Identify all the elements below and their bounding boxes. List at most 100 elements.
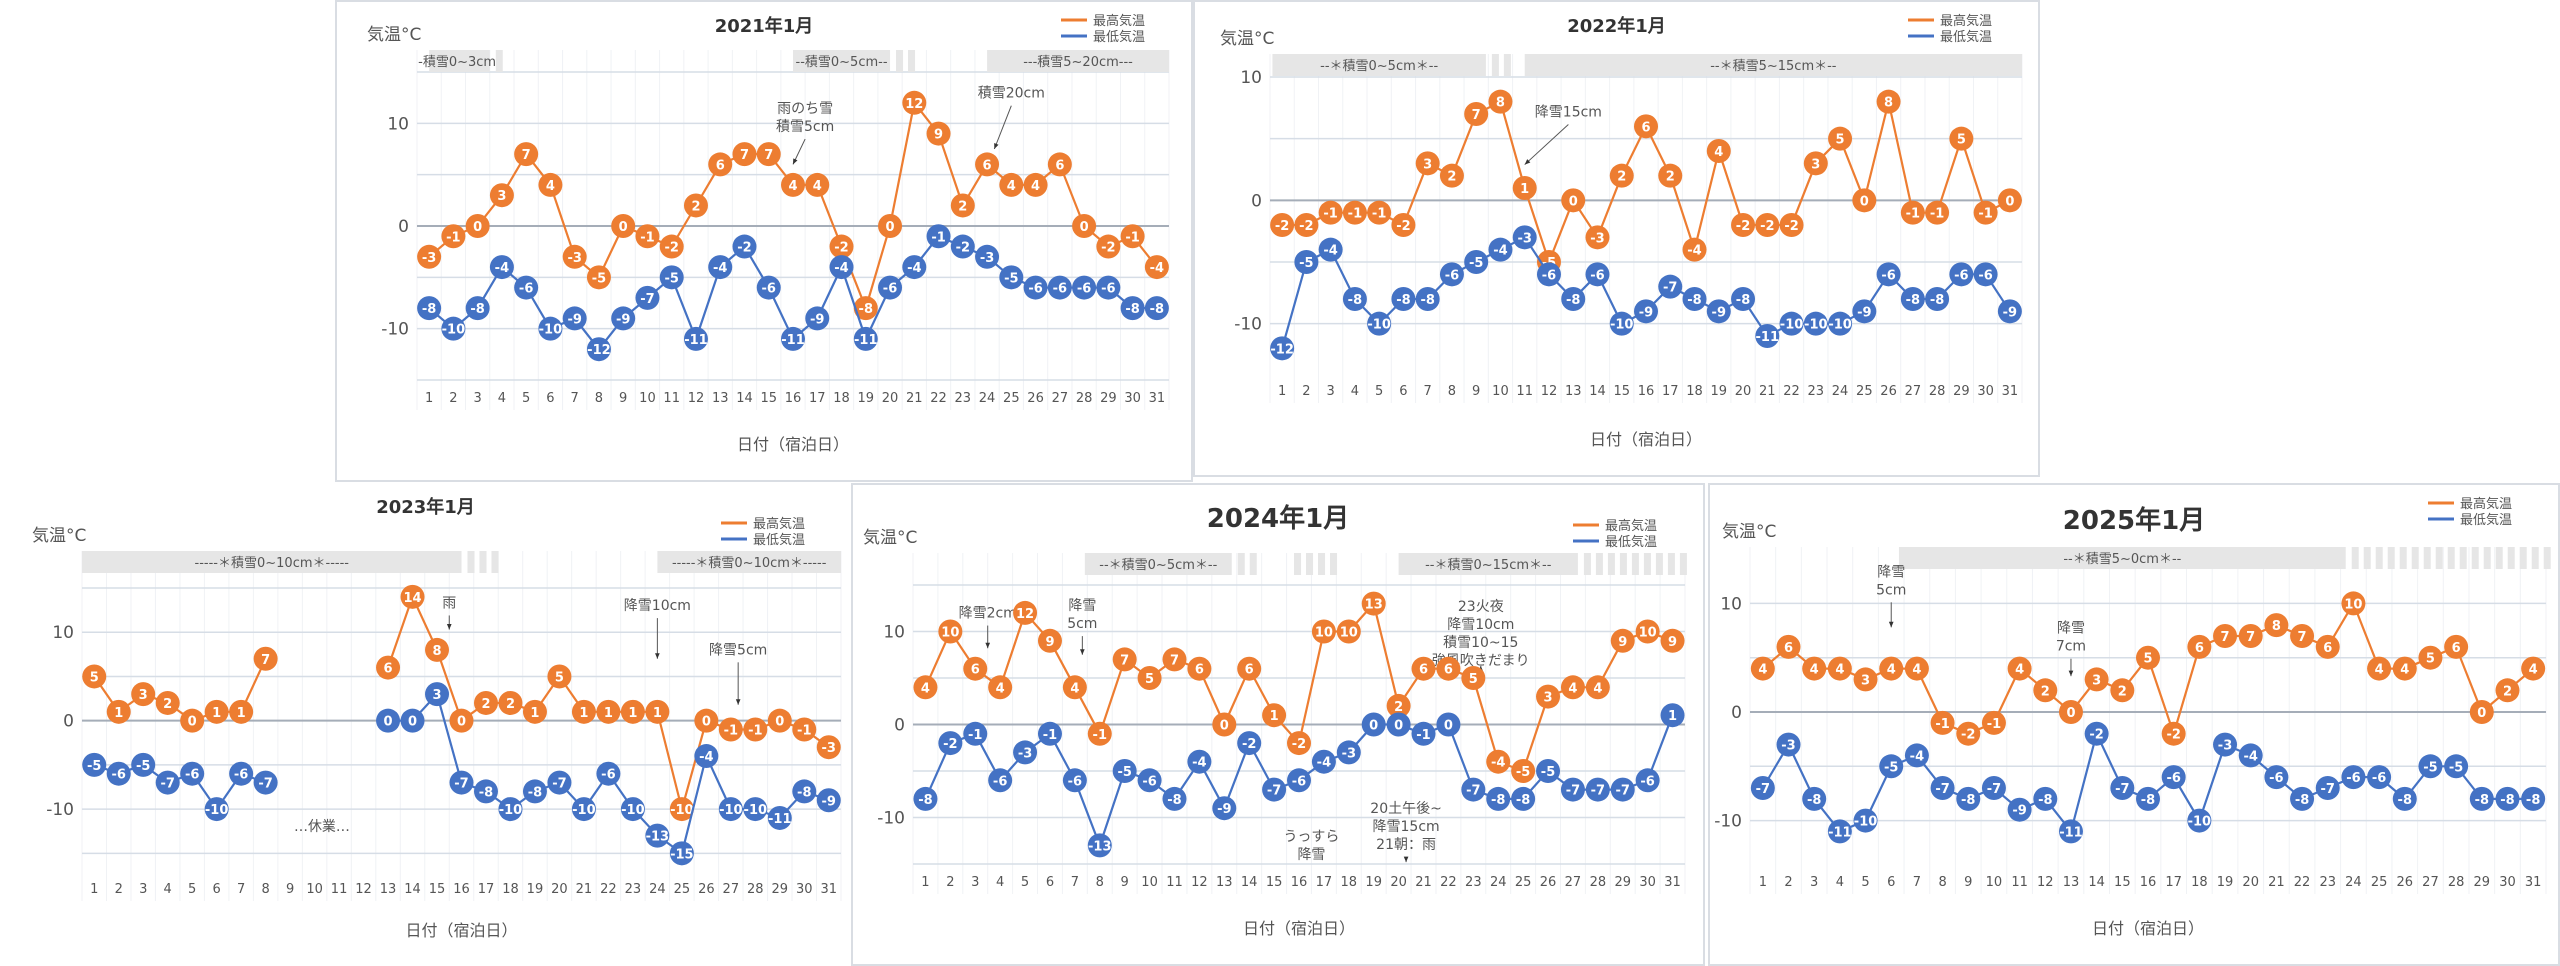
annotation-arrowhead (1403, 856, 1409, 863)
data-label: -8 (1736, 293, 1750, 308)
data-label: 4 (2529, 663, 2538, 678)
data-label: -6 (1053, 282, 1067, 297)
data-marker (975, 244, 1000, 269)
data-marker (1930, 776, 1955, 800)
data-label: 5 (1469, 672, 1478, 687)
data-point: 0 (1436, 712, 1461, 737)
data-marker (1512, 176, 1537, 200)
data-marker (1439, 262, 1464, 287)
snow-band-stripe (2447, 547, 2455, 569)
data-label: -8 (1566, 293, 1580, 308)
data-point: -4 (1318, 237, 1343, 262)
data-label: 7 (2246, 630, 2255, 645)
data-marker (669, 797, 694, 822)
data-label: -2 (1961, 728, 1975, 743)
snow-band (1084, 553, 1232, 575)
data-point: -2 (732, 234, 757, 259)
x-tick-label: 23 (625, 882, 642, 897)
x-tick-label: 11 (331, 882, 348, 897)
data-label: 2 (691, 199, 700, 214)
data-marker (718, 717, 743, 742)
data-label: -3 (1018, 746, 1032, 761)
x-tick-label: 14 (736, 391, 753, 406)
data-point: -4 (1187, 749, 1212, 774)
series-min-temp: -5-6-5-7-6-10-6-70 03-7-8-10-8-7-10-6-10-… (82, 682, 841, 866)
data-label: 1 (530, 706, 539, 721)
data-point: -8 (1342, 287, 1367, 311)
series-max-temp: -2-2-1-1-1-232781-50-3262-44-2-2-23508-1… (1270, 89, 2022, 274)
data-label: -10 (1780, 318, 1804, 333)
data-label: -8 (1348, 293, 1362, 308)
data-marker (1779, 213, 1804, 237)
data-label: -4 (1150, 261, 1164, 276)
data-label: -7 (1616, 784, 1630, 799)
data-point: -6 (756, 275, 781, 300)
annotation-text: 降雪15cm (1373, 819, 1440, 835)
data-point: -8 (1731, 287, 1756, 311)
data-label: -3 (1342, 746, 1356, 761)
data-label: 4 (1031, 179, 1040, 194)
data-point: -3 (1776, 732, 1801, 757)
x-tick-label: 25 (1003, 391, 1020, 406)
data-label: -9 (2003, 305, 2017, 320)
data-label: -1 (797, 724, 811, 739)
snow-band-stripe (1503, 54, 1511, 76)
data-marker (1336, 740, 1361, 765)
data-point: -4 (1488, 237, 1513, 262)
data-point: -6 (1287, 768, 1311, 793)
data-point: 4 (2007, 656, 2032, 681)
data-marker (2495, 786, 2520, 811)
x-tick-label: 11 (1516, 384, 1533, 399)
snow-band-label: --＊積雪0~5cm＊-- (1099, 558, 1217, 573)
chart-svg: --＊積雪0~5cm＊-- --＊積雪5~15cm＊--2022年1月気温°C10… (1220, 13, 2023, 449)
data-marker (1755, 213, 1780, 237)
x-tick-label: 25 (2371, 875, 2388, 890)
data-point: 6 (975, 152, 1000, 177)
data-label: -2 (1292, 737, 1306, 752)
data-point: 4 (1827, 656, 1852, 681)
data-label: -2 (956, 241, 970, 256)
y-tick-label: 0 (1251, 191, 1262, 211)
data-label: -5 (1516, 765, 1530, 780)
data-label: 4 (2015, 663, 2024, 678)
data-marker (1536, 759, 1561, 783)
data-marker (1037, 721, 1062, 746)
data-label: 2 (958, 199, 967, 214)
x-tick-label: 19 (1365, 875, 1382, 890)
data-marker (708, 152, 733, 177)
data-point: -2 (1287, 731, 1311, 756)
data-point: 0 (465, 214, 490, 238)
data-label: 6 (1419, 663, 1428, 678)
x-tick-label: 3 (1810, 875, 1818, 890)
data-point: -4 (1682, 237, 1707, 262)
data-label: -7 (1935, 782, 1949, 797)
data-label: -7 (258, 777, 272, 792)
data-marker (1750, 776, 1775, 800)
legend-label: 最低気温 (1093, 29, 1145, 45)
data-marker (2007, 797, 2032, 822)
data-point: -8 (1391, 287, 1416, 311)
data-marker (547, 770, 572, 795)
x-tick-label: 31 (1149, 391, 1166, 406)
data-label: 3 (1811, 157, 1820, 172)
data-label: -1 (446, 230, 460, 245)
data-label: 3 (497, 189, 506, 204)
data-label: -8 (422, 302, 436, 317)
data-label: 0 (384, 715, 393, 730)
data-point: 4 (1879, 656, 1904, 681)
data-marker (988, 768, 1013, 793)
x-tick-label: 23 (1465, 875, 1482, 890)
data-point: -4 (694, 744, 719, 769)
snow-band-stripe (1667, 553, 1675, 575)
data-marker (1585, 675, 1610, 700)
data-point: 0 (1361, 712, 1386, 737)
data-marker (204, 797, 229, 822)
data-point: -5 (586, 265, 611, 290)
x-tick-label: 27 (723, 882, 740, 897)
x-tick-label: 16 (2140, 875, 2157, 890)
data-marker (1461, 666, 1486, 690)
x-tick-label: 16 (785, 391, 802, 406)
data-marker (1925, 200, 1950, 225)
data-marker (473, 779, 498, 804)
data-label: -7 (454, 777, 468, 792)
